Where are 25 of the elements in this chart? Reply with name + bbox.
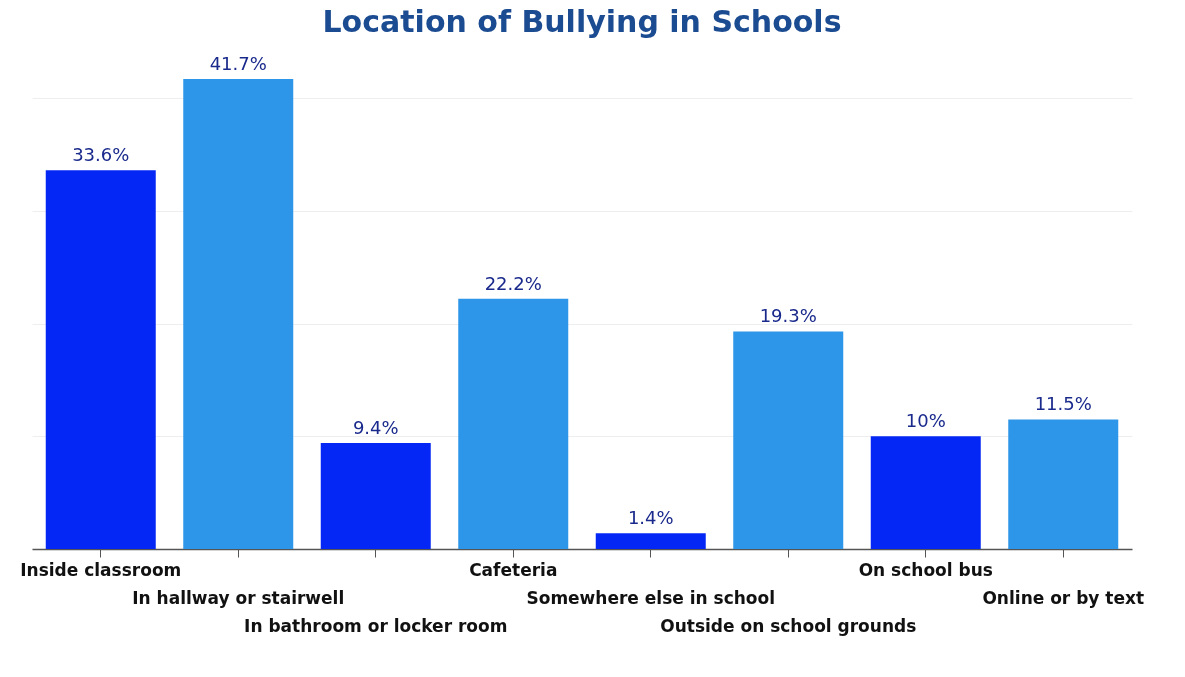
bar [733, 331, 844, 549]
x-tick-label: Inside classroom [20, 560, 182, 580]
bar [183, 79, 294, 549]
bar [458, 298, 569, 549]
data-label: 33.6% [72, 144, 130, 166]
x-tick-label: Cafeteria [469, 560, 558, 580]
data-label: 9.4% [352, 417, 399, 439]
data-label: 41.7% [209, 53, 267, 74]
data-label: 10% [905, 410, 946, 432]
x-tick-label: In bathroom or locker room [244, 616, 508, 636]
bar [1008, 419, 1119, 549]
x-tick-label: In hallway or stairwell [132, 588, 345, 608]
chart-title: Location of Bullying in Schools [322, 4, 842, 39]
bar [595, 533, 706, 549]
x-tick-label: On school bus [858, 560, 993, 580]
x-tick-label: Somewhere else in school [526, 588, 776, 608]
x-tick-label: Outside on school grounds [660, 616, 917, 636]
data-label: 11.5% [1034, 393, 1092, 415]
data-label: 19.3% [759, 305, 817, 327]
bar [320, 443, 431, 549]
bar [870, 436, 981, 549]
data-label: 22.2% [484, 272, 542, 294]
data-label: 1.4% [627, 507, 674, 529]
x-tick-label: Online or by text [982, 588, 1145, 608]
bar [45, 170, 156, 549]
